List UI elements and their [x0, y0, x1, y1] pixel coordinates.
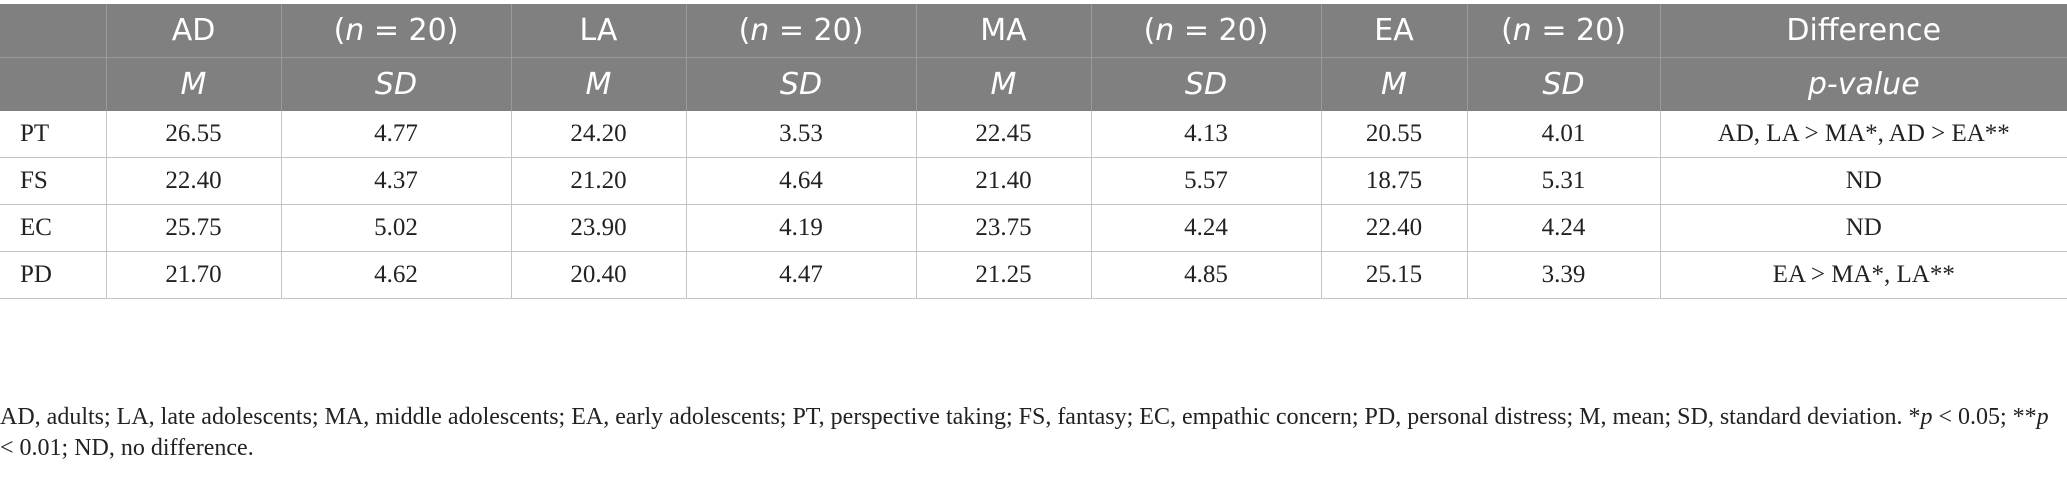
row-label: PT — [0, 111, 106, 158]
table-cell: 22.45 — [915, 111, 1091, 158]
table-cell: 25.15 — [1320, 251, 1467, 299]
header-corner — [0, 4, 106, 58]
table-cell: 4.24 — [1090, 204, 1321, 252]
table-cell: 23.90 — [510, 204, 686, 252]
table-cell: 4.77 — [280, 111, 511, 158]
table-row: PD 21.70 4.62 20.40 4.47 21.25 4.85 25.1… — [0, 251, 2067, 299]
table-cell: 23.75 — [915, 204, 1091, 252]
subheader-la-m: M — [510, 57, 686, 111]
row-label: PD — [0, 251, 106, 299]
footnote-text-2: < 0.05; ** — [1932, 404, 2037, 430]
table-cell: 25.75 — [105, 204, 281, 252]
subheader-ma-sd: SD — [1090, 57, 1321, 111]
header-ad-n: (n = 20) — [280, 4, 511, 58]
table-row: FS 22.40 4.37 21.20 4.64 21.40 5.57 18.7… — [0, 157, 2067, 205]
results-table: AD (n = 20) LA (n = 20) MA (n = 20) EA (… — [0, 4, 2067, 299]
table-cell: 18.75 — [1320, 157, 1467, 205]
table-cell: 4.37 — [280, 157, 511, 205]
table-cell: 22.40 — [105, 157, 281, 205]
table-cell: 20.40 — [510, 251, 686, 299]
difference-cell: AD, LA > MA*, AD > EA** — [1659, 111, 2067, 158]
table-cell: 21.25 — [915, 251, 1091, 299]
table-cell: 5.57 — [1090, 157, 1321, 205]
table-cell: 26.55 — [105, 111, 281, 158]
header-la-n: (n = 20) — [685, 4, 916, 58]
table-cell: 4.64 — [685, 157, 916, 205]
table-cell: 3.53 — [685, 111, 916, 158]
footnote-text-3: < 0.01; ND, no difference. — [0, 435, 254, 461]
table-cell: 4.85 — [1090, 251, 1321, 299]
subheader-ad-sd: SD — [280, 57, 511, 111]
subheader-ad-m: M — [105, 57, 281, 111]
subheader-ma-m: M — [915, 57, 1091, 111]
header-difference: Difference — [1659, 4, 2067, 58]
table-cell: 21.40 — [915, 157, 1091, 205]
subheader-ea-m: M — [1320, 57, 1467, 111]
header-row-stats: M SD M SD M SD M SD p-value — [0, 57, 2067, 111]
difference-cell: ND — [1659, 157, 2067, 205]
table-cell: 5.02 — [280, 204, 511, 252]
table-cell: 24.20 — [510, 111, 686, 158]
header-ma: MA — [915, 4, 1091, 58]
footnote-p-symbol: p — [1920, 404, 1933, 430]
subheader-p-value: p-value — [1659, 57, 2067, 111]
table-cell: 4.13 — [1090, 111, 1321, 158]
row-label: FS — [0, 157, 106, 205]
table-cell: 21.20 — [510, 157, 686, 205]
table-cell: 20.55 — [1320, 111, 1467, 158]
row-label: EC — [0, 204, 106, 252]
table-row: EC 25.75 5.02 23.90 4.19 23.75 4.24 22.4… — [0, 204, 2067, 252]
table-cell: 5.31 — [1466, 157, 1660, 205]
table-cell: 4.24 — [1466, 204, 1660, 252]
table-cell: 4.19 — [685, 204, 916, 252]
subheader-ea-sd: SD — [1466, 57, 1660, 111]
table-footnote: AD, adults; LA, late adolescents; MA, mi… — [0, 402, 2050, 464]
header-ea: EA — [1320, 4, 1467, 58]
header-la: LA — [510, 4, 686, 58]
header-ad: AD — [105, 4, 281, 58]
footnote-p-symbol: p — [2036, 404, 2049, 430]
table-cell: 22.40 — [1320, 204, 1467, 252]
subheader-corner — [0, 57, 106, 111]
table-cell: 4.47 — [685, 251, 916, 299]
table-cell: 21.70 — [105, 251, 281, 299]
footnote-text-1: AD, adults; LA, late adolescents; MA, mi… — [0, 404, 1921, 430]
subheader-la-sd: SD — [685, 57, 916, 111]
difference-cell: ND — [1659, 204, 2067, 252]
header-ma-n: (n = 20) — [1090, 4, 1321, 58]
table-cell: 3.39 — [1466, 251, 1660, 299]
difference-cell: EA > MA*, LA** — [1659, 251, 2067, 299]
table-cell: 4.01 — [1466, 111, 1660, 158]
table-cell: 4.62 — [280, 251, 511, 299]
table-row: PT 26.55 4.77 24.20 3.53 22.45 4.13 20.5… — [0, 111, 2067, 158]
header-row-groups: AD (n = 20) LA (n = 20) MA (n = 20) EA (… — [0, 4, 2067, 58]
header-ea-n: (n = 20) — [1466, 4, 1660, 58]
